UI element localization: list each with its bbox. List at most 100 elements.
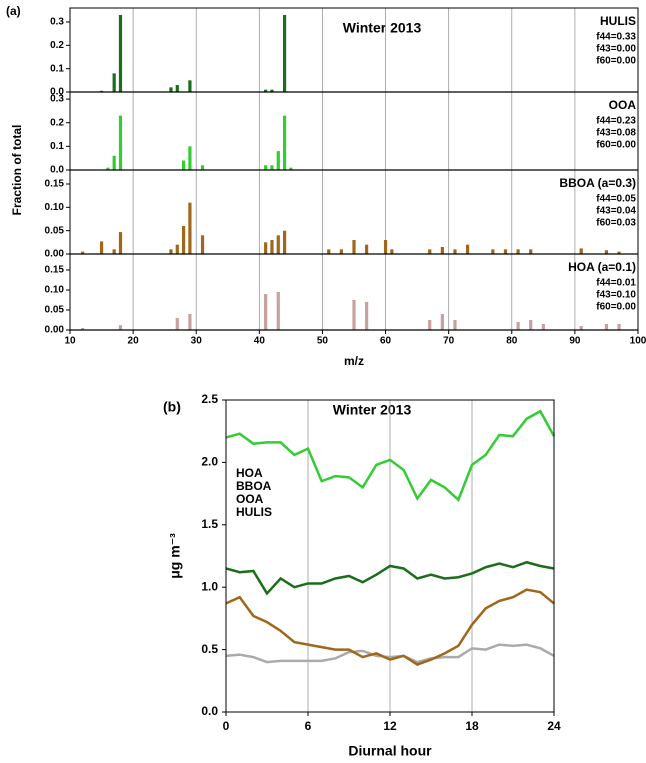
- bar: [175, 85, 179, 92]
- bar: [453, 249, 457, 254]
- line: [225, 560, 555, 596]
- bar: [175, 244, 179, 254]
- bar: [289, 167, 293, 170]
- bar: [282, 230, 287, 254]
- bar: [118, 115, 123, 170]
- bar: [440, 314, 444, 330]
- x-tick-label: 18: [465, 719, 479, 733]
- bar: [188, 80, 192, 92]
- x-tick-label: 12: [383, 719, 397, 733]
- bar: [516, 249, 520, 254]
- bar: [352, 240, 356, 254]
- annotation: f44=0.23: [596, 116, 636, 127]
- bar: [200, 235, 205, 254]
- legend-label: HULIS: [236, 505, 272, 519]
- x-tick-label: 90: [569, 336, 581, 347]
- bar: [106, 167, 110, 170]
- bar: [81, 328, 85, 330]
- annotation: f60=0.03: [596, 218, 636, 229]
- y-tick-label: 0.1: [50, 141, 64, 152]
- bar: [282, 15, 287, 92]
- bar: [81, 251, 85, 254]
- bar: [112, 155, 116, 170]
- chart-title: Winter 2013: [343, 20, 422, 36]
- y-tick-label: 0.0: [201, 704, 218, 718]
- legend-label: OOA: [236, 492, 264, 506]
- y-tick-label: 2.0: [201, 455, 218, 469]
- y-tick-label: 0.0: [50, 165, 64, 176]
- bar: [365, 302, 369, 330]
- annotation: f43=0.00: [596, 44, 636, 55]
- y-tick-label: 0.10: [45, 285, 65, 296]
- y-tick-label: 1.0: [201, 579, 218, 593]
- y-tick-label: 0.2: [50, 117, 64, 128]
- bar: [175, 318, 179, 330]
- bar: [516, 322, 520, 330]
- x-tick-label: 100: [630, 336, 646, 347]
- line: [225, 409, 556, 502]
- y-tick-label: 0.05: [45, 305, 65, 316]
- bar: [604, 324, 609, 330]
- bar: [529, 320, 533, 330]
- y-tick-label: 0.00: [45, 325, 65, 336]
- bar: [365, 244, 369, 254]
- x-tick-label: 30: [191, 336, 203, 347]
- bar: [276, 151, 280, 170]
- plot-frame: [69, 253, 639, 331]
- plot-frame: [69, 91, 639, 171]
- annotation: f60=0.00: [596, 302, 636, 313]
- y-tick-label: 0.15: [45, 265, 65, 276]
- bar: [390, 249, 394, 254]
- bar: [579, 248, 583, 254]
- x-tick-label: 50: [317, 336, 329, 347]
- x-tick-label: 0: [223, 719, 230, 733]
- bar: [188, 314, 192, 330]
- bar: [529, 249, 533, 254]
- x-tick-label: 6: [305, 719, 312, 733]
- y-tick-label: 2.5: [201, 392, 218, 406]
- bar: [276, 235, 280, 254]
- bar: [270, 165, 274, 170]
- y-axis-label: μg m⁻³: [167, 533, 183, 579]
- bar: [503, 249, 508, 254]
- panel-label: (b): [163, 399, 181, 415]
- x-axis-label: Diurnal hour: [348, 743, 432, 759]
- line: [225, 588, 555, 666]
- line: [225, 643, 555, 664]
- x-tick-label: 20: [128, 336, 140, 347]
- bar: [264, 294, 268, 330]
- bar: [188, 202, 192, 254]
- legend-label: BBOA: [236, 479, 272, 493]
- bar: [428, 320, 432, 330]
- bar: [466, 244, 470, 254]
- bar: [453, 320, 457, 330]
- y-tick-label: 0.3: [50, 17, 64, 28]
- y-tick-label: 0.3: [50, 94, 64, 105]
- y-tick-label: 0.10: [45, 202, 65, 213]
- bar: [276, 292, 280, 330]
- annotation: f43=0.04: [596, 206, 636, 217]
- bar: [264, 242, 268, 254]
- chart-title: Winter 2013: [333, 402, 412, 418]
- bar: [617, 324, 621, 330]
- bar: [440, 247, 444, 254]
- bar: [327, 249, 331, 254]
- annotation: f44=0.01: [596, 278, 636, 289]
- x-tick-label: 40: [254, 336, 266, 347]
- bar: [541, 324, 545, 330]
- bar: [118, 15, 123, 92]
- x-axis-label: m/z: [344, 354, 364, 368]
- bar: [270, 89, 274, 92]
- bar: [270, 240, 274, 254]
- x-tick-label: 80: [506, 336, 518, 347]
- bar: [182, 226, 186, 254]
- bar: [112, 249, 116, 254]
- annotation: f43=0.08: [596, 128, 636, 139]
- subplot-name: BBOA (a=0.3): [559, 176, 636, 190]
- subplot-name: OOA: [609, 98, 637, 112]
- bar: [99, 241, 104, 254]
- bar: [264, 165, 268, 170]
- y-tick-label: 0.00: [45, 249, 65, 260]
- y-tick-label: 0.1: [50, 63, 64, 74]
